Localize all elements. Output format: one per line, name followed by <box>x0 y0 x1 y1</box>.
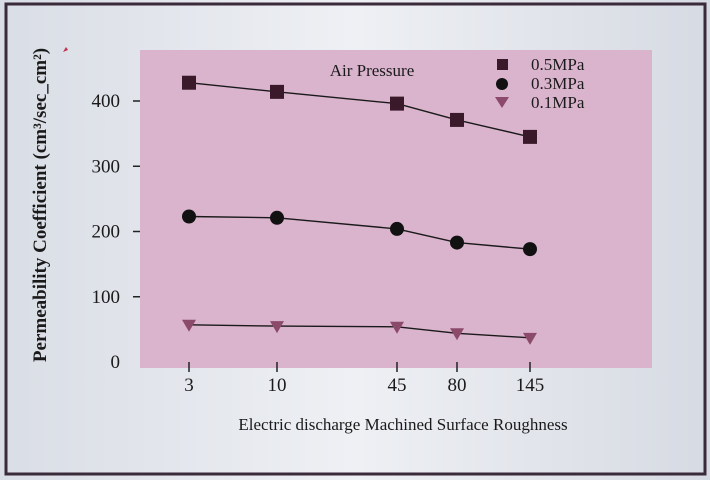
x-tick-label: 80 <box>448 375 467 396</box>
legend-entry-1: 0.3MPa <box>531 74 585 93</box>
legend: Air Pressure 0.5MPa 0.3MPa 0.1MPa <box>330 55 585 112</box>
stray-mark <box>63 47 68 52</box>
x-tick-label: 3 <box>184 375 194 396</box>
legend-marker-square <box>497 59 508 70</box>
axes: 0 100 200 300 400 3 10 45 80 145 <box>92 91 545 396</box>
y-axis-label: Permeability Coefficient (cm³/sec_cm²) <box>30 48 51 362</box>
chart-frame-border <box>4 2 707 476</box>
y-tick-label: 100 <box>92 287 121 308</box>
data-point-triangle <box>182 319 196 332</box>
y-tick-label: 200 <box>92 222 121 243</box>
data-point-square <box>182 75 196 90</box>
data-point-triangle <box>523 332 537 345</box>
legend-title: Air Pressure <box>330 61 415 80</box>
series-0.5MPa <box>182 75 537 144</box>
legend-marker-circle <box>496 78 508 90</box>
legend-entry-2: 0.1MPa <box>531 93 585 112</box>
data-point-circle <box>390 221 404 236</box>
legend-entry-0: 0.5MPa <box>531 55 585 74</box>
data-point-triangle <box>450 328 464 341</box>
y-tick-label: 400 <box>92 91 121 112</box>
data-point-square <box>523 129 537 144</box>
data-point-circle <box>523 242 537 257</box>
series-0.1MPa <box>182 319 537 345</box>
data-point-circle <box>450 235 464 250</box>
data-point-triangle <box>270 321 284 334</box>
x-tick-label: 145 <box>516 375 545 396</box>
data-point-circle <box>270 210 284 225</box>
legend-marker-triangle <box>495 97 509 108</box>
x-axis-label: Electric discharge Machined Surface Roug… <box>238 415 567 434</box>
x-tick-label: 45 <box>388 375 407 396</box>
series-0.3MPa <box>182 209 537 257</box>
data-point-square <box>450 112 464 127</box>
y-tick-label: 0 <box>111 352 121 373</box>
data-point-square <box>270 84 284 99</box>
x-tick-label: 10 <box>268 375 287 396</box>
data-point-triangle <box>390 321 404 334</box>
y-tick-label: 300 <box>92 156 121 177</box>
data-point-square <box>390 96 404 111</box>
series-layer <box>182 75 537 345</box>
data-point-circle <box>182 209 196 224</box>
